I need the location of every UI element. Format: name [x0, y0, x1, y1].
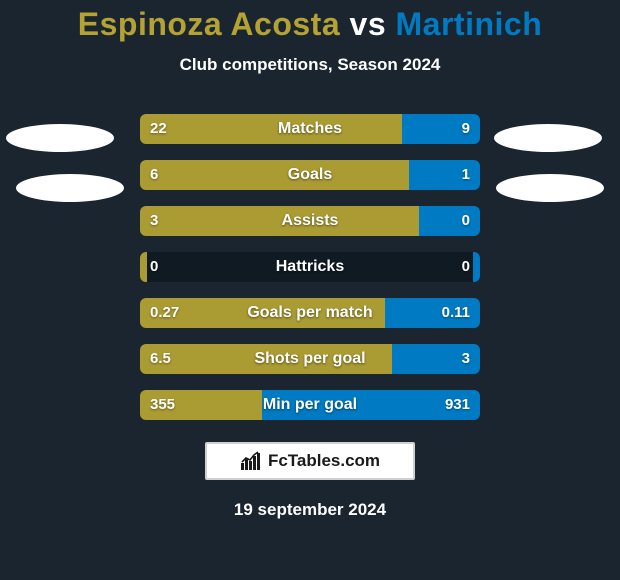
brand-text: FcTables.com: [268, 451, 380, 471]
team-logo-placeholder: [16, 174, 124, 202]
vs-text: vs: [350, 6, 387, 42]
team-logo-placeholder: [494, 124, 602, 152]
team-logo-placeholder: [496, 174, 604, 202]
stat-row: 61Goals: [140, 160, 480, 190]
brand-logo-icon: [240, 451, 262, 471]
stat-row: 00Hattricks: [140, 252, 480, 282]
stat-label: Hattricks: [140, 252, 480, 282]
stat-row: 355931Min per goal: [140, 390, 480, 420]
stat-row: 229Matches: [140, 114, 480, 144]
stat-row: 30Assists: [140, 206, 480, 236]
player1-name: Espinoza Acosta: [78, 6, 340, 42]
branding-badge: FcTables.com: [205, 442, 415, 480]
stat-label: Assists: [140, 206, 480, 236]
comparison-title: Espinoza Acosta vs Martinich: [0, 0, 620, 43]
subtitle-text: Club competitions, Season 2024: [0, 55, 620, 75]
stat-label: Shots per goal: [140, 344, 480, 374]
date-text: 19 september 2024: [0, 500, 620, 520]
stat-label: Goals per match: [140, 298, 480, 328]
stats-chart: 229Matches 61Goals 30Assists 00Hattricks 0.2…: [0, 114, 620, 436]
stat-label: Matches: [140, 114, 480, 144]
stat-row: 0.270.11Goals per match: [140, 298, 480, 328]
stat-label: Goals: [140, 160, 480, 190]
team-logo-placeholder: [6, 124, 114, 152]
stat-label: Min per goal: [140, 390, 480, 420]
player2-name: Martinich: [396, 6, 543, 42]
stat-row: 6.53Shots per goal: [140, 344, 480, 374]
